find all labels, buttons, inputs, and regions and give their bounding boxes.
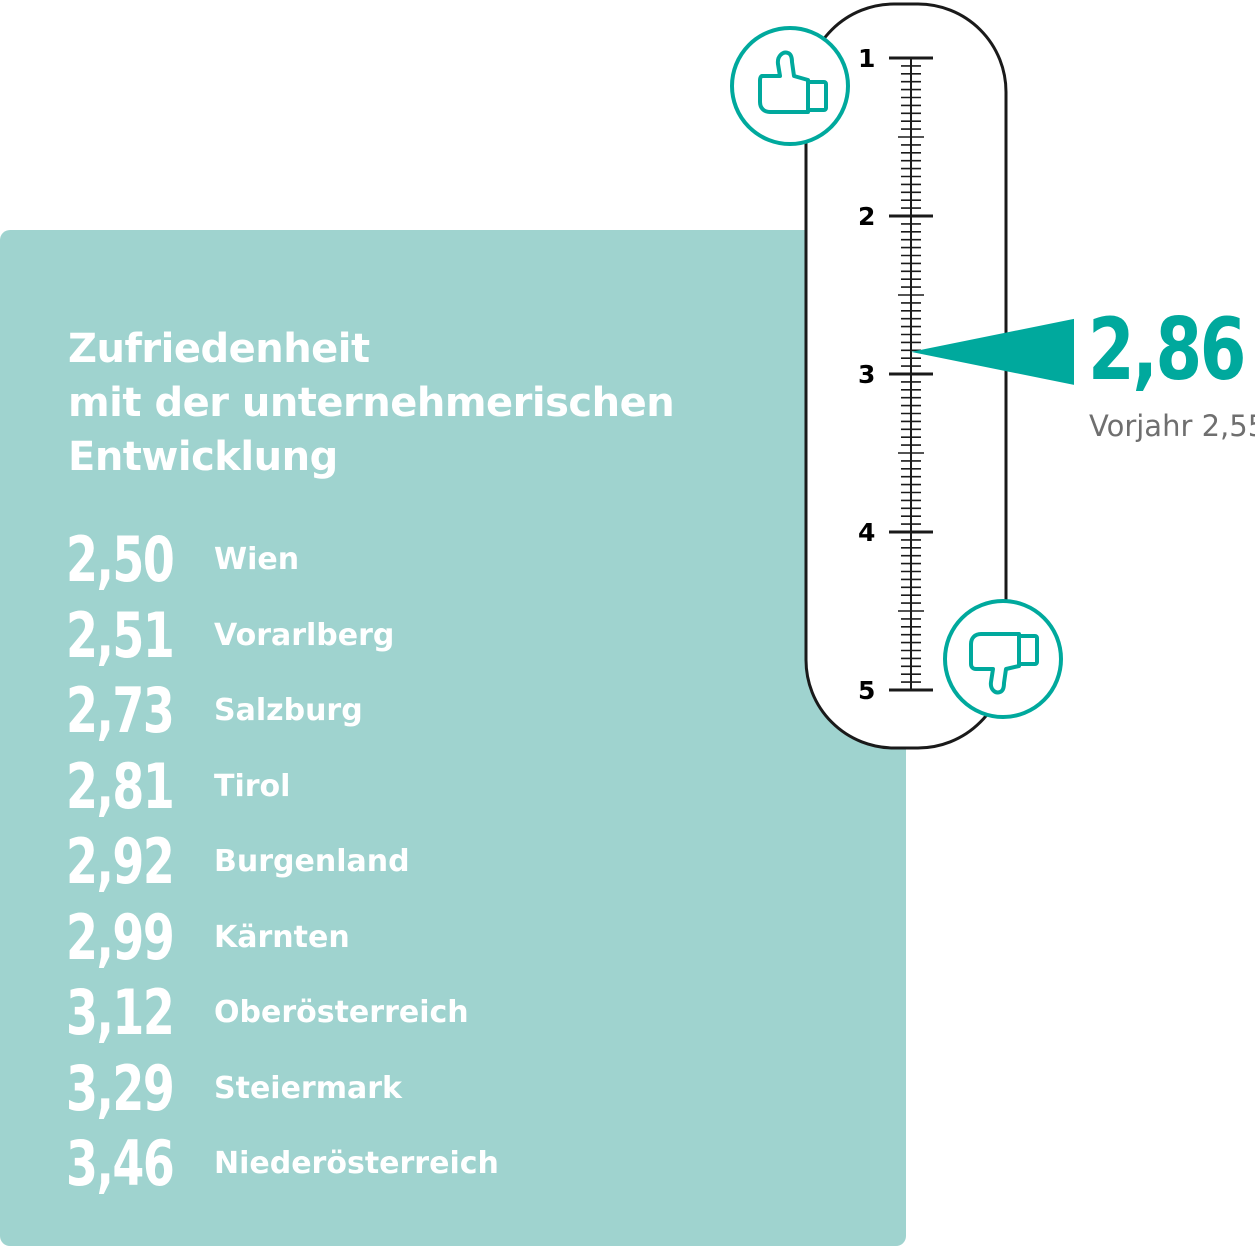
scale-tick-labels: 1 2 3 4 5 [858,44,875,705]
region-name: Steiermark [214,1070,402,1106]
region-value: 3,46 [66,1127,175,1200]
region-name: Vorarlberg [214,617,395,653]
scale-ticks [889,56,933,692]
region-value: 2,92 [66,825,175,898]
region-name: Oberösterreich [214,995,469,1030]
region-value: 2,50 [66,523,175,596]
region-name: Salzburg [214,693,363,728]
scale-tick-label: 1 [858,44,875,73]
region-name: Tirol [214,768,291,804]
scale-tick-label: 3 [858,360,875,389]
region-name: Wien [214,542,300,577]
region-value: 2,81 [66,749,175,823]
ranking-panel [0,230,906,1246]
thumbs-down-icon [943,599,1063,719]
title-line: mit der unternehmerischen [68,380,675,426]
region-name: Kärnten [214,919,350,955]
scale-tick-label: 4 [858,518,875,547]
scale-tick-label: 2 [858,202,875,231]
current-value: 2,86 [1088,300,1246,400]
value-pointer [911,318,1074,385]
region-name: Niederösterreich [214,1146,499,1181]
previous-year-value: Vorjahr 2,55 [1089,409,1255,443]
title-line: Zufriedenheit [68,326,370,372]
region-value: 3,12 [66,976,175,1049]
region-value: 2,51 [66,598,175,672]
region-value: 2,73 [66,674,175,747]
scale-tick-label: 5 [858,676,875,705]
region-value: 2,99 [66,900,175,974]
region-value: 3,29 [66,1051,175,1125]
region-name: Burgenland [214,844,410,879]
title-line: Entwicklung [68,434,338,480]
scale-frame [804,2,1008,750]
chart-title: Zufriedenheit mit der unternehmerischen … [68,322,675,484]
thumbs-up-icon [730,26,850,146]
